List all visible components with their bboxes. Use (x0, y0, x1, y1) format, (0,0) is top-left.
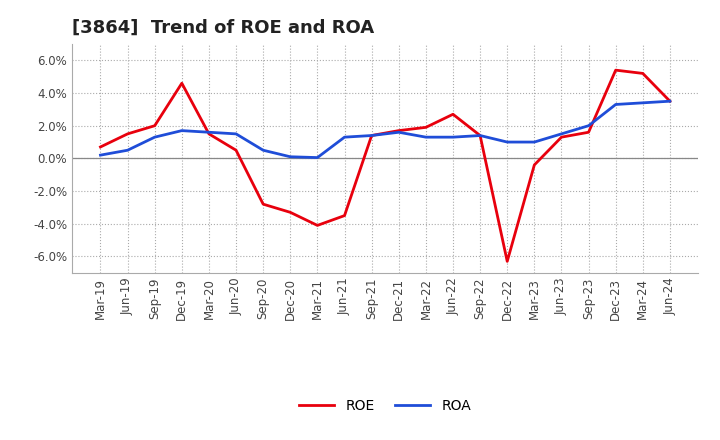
ROE (557, 135, 566, 140)
ROA (96, 153, 105, 158)
ROE (395, 128, 403, 133)
Text: [3864]  Trend of ROE and ROA: [3864] Trend of ROE and ROA (72, 19, 374, 37)
ROA (123, 147, 132, 153)
ROA (421, 135, 430, 140)
ROA (313, 155, 322, 160)
ROE (611, 67, 620, 73)
ROE (421, 125, 430, 130)
ROA (611, 102, 620, 107)
ROE (232, 147, 240, 153)
ROE (123, 131, 132, 136)
ROA (639, 100, 647, 106)
Legend: ROE, ROA: ROE, ROA (300, 399, 471, 413)
ROE (665, 99, 674, 104)
ROE (204, 131, 213, 136)
ROE (341, 213, 349, 218)
ROE (313, 223, 322, 228)
ROA (503, 139, 511, 145)
ROA (286, 154, 294, 159)
ROA (584, 123, 593, 128)
ROA (395, 130, 403, 135)
ROE (259, 202, 268, 207)
Line: ROE: ROE (101, 70, 670, 261)
ROA (367, 133, 376, 138)
ROE (530, 162, 539, 168)
ROE (639, 71, 647, 76)
ROA (150, 135, 159, 140)
ROA (341, 135, 349, 140)
ROE (150, 123, 159, 128)
ROE (503, 259, 511, 264)
ROA (476, 133, 485, 138)
ROE (178, 81, 186, 86)
ROE (286, 210, 294, 215)
ROA (259, 147, 268, 153)
Line: ROA: ROA (101, 101, 670, 158)
ROA (204, 130, 213, 135)
ROA (530, 139, 539, 145)
ROA (232, 131, 240, 136)
ROE (476, 133, 485, 138)
ROA (557, 131, 566, 136)
ROA (449, 135, 457, 140)
ROE (584, 130, 593, 135)
ROE (96, 144, 105, 150)
ROA (178, 128, 186, 133)
ROA (665, 99, 674, 104)
ROE (449, 112, 457, 117)
ROE (367, 133, 376, 138)
